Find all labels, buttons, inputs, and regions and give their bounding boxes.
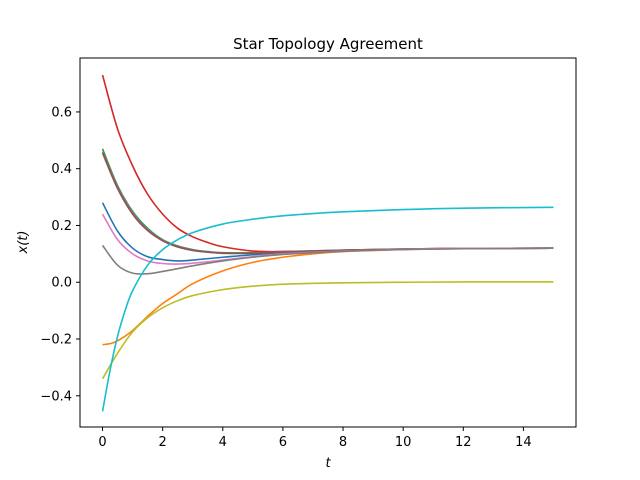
y-tick-label: 0.2 [51, 219, 72, 234]
series-line-10 [101, 206, 554, 412]
y-axis-label: x(t) [16, 231, 31, 255]
series-line-9 [101, 281, 554, 380]
x-tick-label: 6 [279, 435, 287, 450]
series-layer [101, 74, 554, 412]
chart-title: Star Topology Agreement [233, 35, 423, 53]
x-tick-label: 10 [395, 435, 412, 450]
x-tick-label: 4 [219, 435, 227, 450]
y-axis-label-group: x(t) [16, 231, 31, 255]
x-tick-label: 8 [339, 435, 347, 450]
series-line-8 [101, 244, 554, 275]
y-tick-label: 0.4 [51, 162, 72, 177]
x-tick-label: 12 [455, 435, 472, 450]
x-axis-label: t [325, 456, 331, 471]
plot-frame [79, 57, 577, 428]
y-tick-label: −0.4 [40, 389, 72, 404]
y-tick-label: −0.2 [40, 333, 72, 348]
y-axis: −0.4 −0.2 0.0 0.2 0.4 0.6 [40, 105, 80, 404]
y-tick-label: 0.0 [51, 276, 72, 291]
x-tick-label: 14 [515, 435, 532, 450]
x-tick-label: 0 [98, 435, 106, 450]
y-tick-label: 0.6 [51, 105, 72, 120]
x-tick-label: 2 [159, 435, 167, 450]
x-axis: 0 2 4 6 8 10 12 14 [98, 427, 532, 450]
